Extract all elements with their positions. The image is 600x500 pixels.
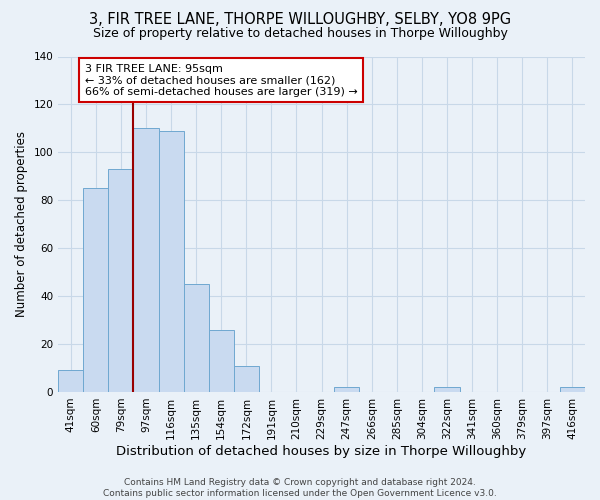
Bar bbox=[58, 370, 83, 392]
Bar bbox=[560, 387, 585, 392]
Text: 3 FIR TREE LANE: 95sqm
← 33% of detached houses are smaller (162)
66% of semi-de: 3 FIR TREE LANE: 95sqm ← 33% of detached… bbox=[85, 64, 357, 97]
Text: Size of property relative to detached houses in Thorpe Willoughby: Size of property relative to detached ho… bbox=[92, 26, 508, 40]
Text: Contains HM Land Registry data © Crown copyright and database right 2024.
Contai: Contains HM Land Registry data © Crown c… bbox=[103, 478, 497, 498]
Bar bbox=[234, 366, 259, 392]
Bar bbox=[209, 330, 234, 392]
Bar bbox=[184, 284, 209, 392]
Bar bbox=[334, 387, 359, 392]
Bar bbox=[158, 131, 184, 392]
Bar bbox=[83, 188, 109, 392]
Y-axis label: Number of detached properties: Number of detached properties bbox=[15, 131, 28, 317]
Text: 3, FIR TREE LANE, THORPE WILLOUGHBY, SELBY, YO8 9PG: 3, FIR TREE LANE, THORPE WILLOUGHBY, SEL… bbox=[89, 12, 511, 28]
Bar bbox=[109, 169, 133, 392]
X-axis label: Distribution of detached houses by size in Thorpe Willoughby: Distribution of detached houses by size … bbox=[116, 444, 527, 458]
Bar bbox=[133, 128, 158, 392]
Bar bbox=[434, 387, 460, 392]
